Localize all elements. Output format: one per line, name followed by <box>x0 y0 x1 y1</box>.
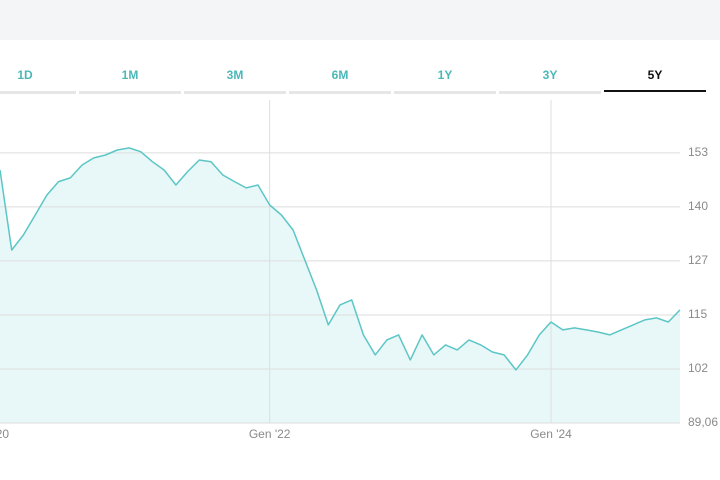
tab-label[interactable]: 1D <box>17 68 33 82</box>
tab-label[interactable]: 6M <box>332 68 349 82</box>
x-tick-label: Gen '22 <box>249 427 291 441</box>
tab-underline <box>289 91 391 94</box>
tab-underline <box>394 91 496 94</box>
top-bar <box>0 0 720 40</box>
tab-label[interactable]: 5Y <box>648 68 663 82</box>
tab[interactable]: 3Y <box>499 68 601 94</box>
tab-bar: 1D 1M 3M 6M 1Y 3Y 5Y <box>0 68 706 94</box>
x-tick-label: Gen '20 <box>0 427 9 441</box>
y-tick-label: 127 <box>688 253 708 267</box>
tab[interactable]: 1Y <box>394 68 496 94</box>
tab-underline <box>604 90 706 92</box>
area-fill <box>0 147 680 423</box>
y-tick-label: 102 <box>688 361 708 375</box>
x-tick-label: Gen '24 <box>530 427 572 441</box>
tab[interactable]: 3M <box>184 68 286 94</box>
tab[interactable]: 1D <box>0 68 76 94</box>
tab-label[interactable]: 1Y <box>438 68 453 82</box>
chart: 89,06 102 115 127 140 153 Gen '20 Gen '22 Gen '2… <box>0 100 718 441</box>
tab-underline <box>0 91 76 94</box>
y-tick-label: 115 <box>688 307 707 321</box>
tab-underline <box>499 91 601 94</box>
tab-label[interactable]: 1M <box>122 68 139 82</box>
tab-label[interactable]: 3M <box>227 68 244 82</box>
tab[interactable]: 6M <box>289 68 391 94</box>
tab-underline <box>184 91 286 94</box>
tab[interactable]: 5Y <box>604 68 706 92</box>
tab-label[interactable]: 3Y <box>543 68 558 82</box>
price-line <box>0 147 681 371</box>
y-tick-label: 153 <box>688 145 708 159</box>
y-tick-label: 140 <box>688 199 708 213</box>
tab-underline <box>79 91 181 94</box>
tab[interactable]: 1M <box>79 68 181 94</box>
y-tick-label: 89,06 <box>688 415 718 429</box>
